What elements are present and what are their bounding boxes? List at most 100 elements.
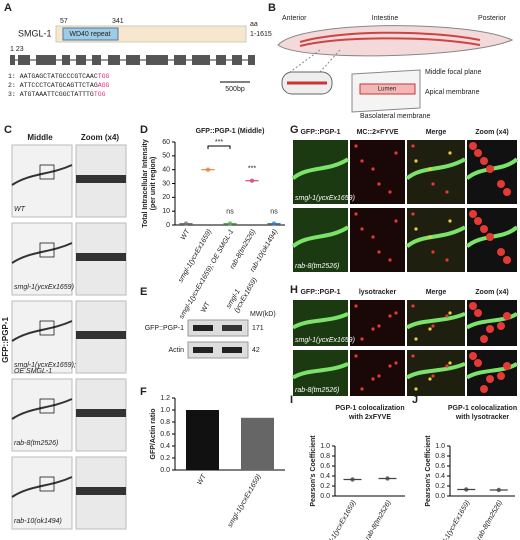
puncta xyxy=(371,167,375,171)
panel-letter: A xyxy=(4,2,12,14)
puncta xyxy=(474,309,482,317)
column-header: Middle xyxy=(27,133,53,142)
puncta xyxy=(474,149,482,157)
intestine xyxy=(299,31,481,43)
column-header: Zoom (x4) xyxy=(475,129,508,136)
column-header: GFP::PGP-1 xyxy=(300,289,340,296)
membrane-signal xyxy=(405,311,466,330)
domain-start: 57 xyxy=(60,18,68,25)
panel-letter: G xyxy=(290,124,299,136)
puncta xyxy=(431,182,435,186)
membrane-signal xyxy=(405,361,466,380)
membrane-zoom xyxy=(76,487,126,495)
y-tick-label: 40 xyxy=(162,167,170,174)
genotype-label: rab-8(tm2526) xyxy=(14,440,58,447)
column-header: lysotracker xyxy=(359,289,397,296)
image-column: WT smgl-1(ycxEx1659) smgl-1(ycxEx1659); rab… xyxy=(11,144,127,530)
genotype-label: smgl-1(ycxEx1659); xyxy=(14,362,76,369)
worm-body xyxy=(277,25,514,57)
y-tick-label: 30 xyxy=(162,180,170,187)
band xyxy=(222,325,242,331)
puncta xyxy=(428,235,432,239)
band xyxy=(193,347,213,353)
zoom-box xyxy=(39,476,55,492)
puncta xyxy=(445,364,449,368)
puncta xyxy=(469,352,477,360)
puncta xyxy=(503,312,511,320)
anterior-label: Anterior xyxy=(282,15,307,22)
puncta xyxy=(503,256,511,264)
puncta xyxy=(411,144,415,148)
membrane-zoom xyxy=(76,175,126,183)
membrane-signal xyxy=(291,311,349,330)
puncta xyxy=(388,364,392,368)
puncta xyxy=(480,385,488,393)
column-header: Merge xyxy=(426,289,447,296)
bar xyxy=(186,410,219,470)
bracket xyxy=(207,145,231,149)
gene-structure xyxy=(10,55,255,65)
band-label: Actin xyxy=(168,347,184,354)
x-tick-label: smgl-1(ycxEx1659) xyxy=(322,499,358,540)
puncta xyxy=(394,219,398,223)
y-tick-label: 60 xyxy=(162,139,170,146)
puncta xyxy=(354,144,358,148)
puncta xyxy=(445,190,449,194)
connector xyxy=(319,49,341,73)
puncta xyxy=(414,227,418,231)
blot xyxy=(187,319,249,337)
y-tick-label: 1.0 xyxy=(320,443,330,450)
puncta xyxy=(414,337,418,341)
y-axis-label: Pearson's Coefficient xyxy=(425,435,432,507)
blot xyxy=(187,341,249,359)
panel-letter: I xyxy=(290,394,293,406)
y-axis-label: Pearson's Coefficient xyxy=(310,435,317,507)
puncta xyxy=(448,311,452,315)
aa-range: 1-1615 xyxy=(250,31,272,38)
puncta xyxy=(371,327,375,331)
puncta xyxy=(503,362,511,370)
membrane-signal xyxy=(291,225,350,249)
y-tick-label: 1.0 xyxy=(160,407,170,414)
x-tick-label: WT xyxy=(180,228,192,242)
puncta xyxy=(486,165,494,173)
middle-plane-label: Middle focal plane xyxy=(425,69,482,76)
column-header: MC::2×FYVE xyxy=(357,129,399,136)
panel-letter: B xyxy=(268,2,276,14)
guide-numbers: 1 23 xyxy=(10,46,24,53)
zoom-box xyxy=(39,242,55,258)
chart-title: PGP-1 colocalization xyxy=(335,405,404,412)
puncta xyxy=(445,258,449,262)
micrograph xyxy=(350,140,405,204)
puncta xyxy=(448,361,452,365)
y-tick-label: 0.0 xyxy=(160,467,170,474)
puncta xyxy=(445,314,449,318)
panel-letter: J xyxy=(412,394,418,406)
puncta xyxy=(486,233,494,241)
membrane-signal xyxy=(291,157,350,181)
x-tick-label: rab-8(tm2526) xyxy=(365,499,393,540)
puncta xyxy=(388,314,392,318)
puncta xyxy=(394,361,398,365)
y-tick-label: 0.0 xyxy=(435,493,445,500)
y-tick-label: 0.4 xyxy=(320,473,330,480)
y-tick-label: 20 xyxy=(162,194,170,201)
bar xyxy=(241,417,274,470)
membrane-zoom xyxy=(76,409,126,417)
puncta xyxy=(474,359,482,367)
micrograph xyxy=(350,350,405,396)
y-tick-label: 0.6 xyxy=(160,431,170,438)
puncta xyxy=(394,151,398,155)
lumen-label: Lumen xyxy=(378,87,396,93)
band xyxy=(222,347,242,353)
zoom-box xyxy=(39,164,55,180)
puncta xyxy=(371,377,375,381)
panel-letter: F xyxy=(140,386,147,398)
y-tick-label: 0.0 xyxy=(320,493,330,500)
membrane-signal xyxy=(465,362,519,380)
micrograph xyxy=(350,300,405,346)
lane-label: WT xyxy=(200,300,212,314)
genotype-label: rab-8(tm2526) xyxy=(295,387,339,394)
mw-value: 171 xyxy=(252,325,264,332)
genotype-label: rab-10(ok1494) xyxy=(14,518,62,525)
